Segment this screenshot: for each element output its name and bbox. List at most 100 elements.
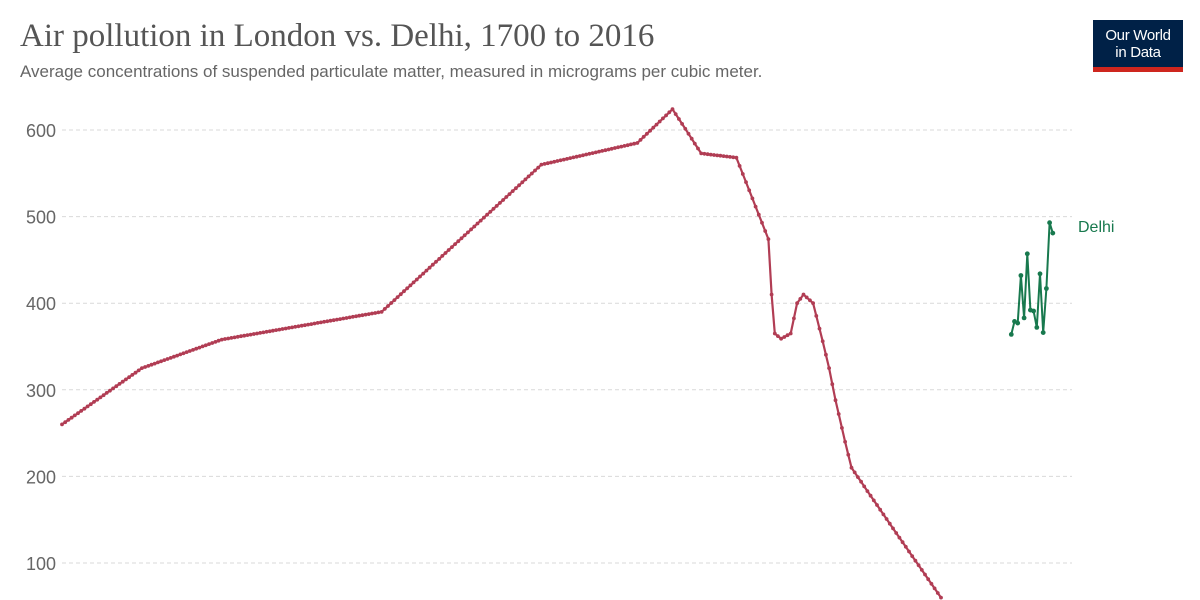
london-point xyxy=(590,151,595,156)
london-point xyxy=(146,364,151,368)
london-point xyxy=(299,323,304,328)
london-point xyxy=(443,251,448,255)
london-point xyxy=(673,112,678,116)
london-points xyxy=(60,107,943,600)
london-point xyxy=(322,319,326,324)
delhi-point xyxy=(1037,271,1043,277)
london-point xyxy=(897,535,902,540)
london-point xyxy=(766,237,771,242)
london-point xyxy=(520,180,525,185)
london-point xyxy=(664,113,668,118)
london-point xyxy=(712,153,716,157)
london-point xyxy=(613,146,617,150)
london-point xyxy=(680,122,684,126)
delhi-point xyxy=(1024,251,1030,257)
london-point xyxy=(817,326,822,331)
london-point xyxy=(804,295,809,300)
london-point xyxy=(235,334,240,339)
london-point xyxy=(124,377,128,382)
london-point xyxy=(95,397,100,402)
london-point xyxy=(881,512,886,517)
london-point xyxy=(820,339,825,344)
london-point xyxy=(507,192,512,197)
london-point xyxy=(654,122,659,127)
london-point xyxy=(373,311,378,315)
london-point xyxy=(418,274,422,279)
delhi-line xyxy=(1010,222,1054,335)
london-point xyxy=(792,316,796,321)
london-point xyxy=(581,153,585,158)
london-point xyxy=(622,144,627,148)
chart-title: Air pollution in London vs. Delhi, 1700 … xyxy=(20,18,655,54)
london-point xyxy=(625,143,630,148)
london-point xyxy=(750,196,755,201)
london-point xyxy=(239,334,243,339)
london-point xyxy=(216,338,221,343)
london-point xyxy=(111,386,115,391)
london-point xyxy=(491,206,496,211)
london-point xyxy=(351,314,355,319)
london-point xyxy=(386,304,390,308)
london-point xyxy=(533,168,537,173)
london-point xyxy=(542,162,547,166)
london-point xyxy=(296,324,301,329)
london-point xyxy=(529,171,534,176)
delhi-point xyxy=(1008,332,1014,337)
logo-line-1: Our World xyxy=(1105,26,1171,44)
london-point xyxy=(411,280,416,285)
london-point xyxy=(181,351,186,356)
london-point xyxy=(776,334,780,338)
london-point xyxy=(840,426,844,430)
london-point xyxy=(178,352,183,357)
london-point xyxy=(923,572,927,577)
london-point xyxy=(740,172,745,176)
london-point xyxy=(552,159,557,164)
london-point xyxy=(616,145,620,150)
london-point xyxy=(670,107,675,112)
london-point xyxy=(264,329,269,334)
london-point xyxy=(724,154,729,159)
london-point xyxy=(354,314,358,319)
london-point xyxy=(705,152,710,157)
london-point xyxy=(939,595,943,600)
london-point xyxy=(772,331,777,336)
london-point xyxy=(619,144,624,149)
london-point xyxy=(398,292,403,297)
london-point xyxy=(718,153,723,158)
london-point xyxy=(903,544,908,549)
london-point xyxy=(203,343,208,348)
london-point xyxy=(859,479,863,484)
london-point xyxy=(149,362,154,367)
london-point xyxy=(824,352,828,357)
london-point xyxy=(421,271,426,276)
london-point xyxy=(402,289,406,294)
delhi-point xyxy=(1047,220,1052,226)
london-point xyxy=(462,233,467,238)
london-point xyxy=(219,337,224,342)
london-point xyxy=(379,310,384,314)
y-tick-label-200: 200 xyxy=(26,467,56,487)
london-point xyxy=(836,412,841,416)
london-point xyxy=(856,475,860,479)
series-label-delhi: Delhi xyxy=(1078,219,1114,236)
london-point xyxy=(370,311,374,316)
london-point xyxy=(382,307,387,311)
london-point xyxy=(63,420,68,425)
london-point xyxy=(274,328,278,332)
london-point xyxy=(798,297,803,301)
london-point xyxy=(130,373,135,377)
london-point xyxy=(469,227,473,232)
london-point xyxy=(255,331,259,336)
london-point xyxy=(453,242,457,247)
london-point xyxy=(319,320,323,325)
london-point xyxy=(440,254,445,258)
london-point xyxy=(638,138,643,142)
london-point xyxy=(168,356,173,360)
london-point xyxy=(92,400,96,404)
london-point xyxy=(450,245,454,250)
london-point xyxy=(475,221,480,226)
london-point xyxy=(165,357,170,361)
london-point xyxy=(136,368,141,373)
owid-logo[interactable]: Our World in Data xyxy=(1093,20,1183,72)
